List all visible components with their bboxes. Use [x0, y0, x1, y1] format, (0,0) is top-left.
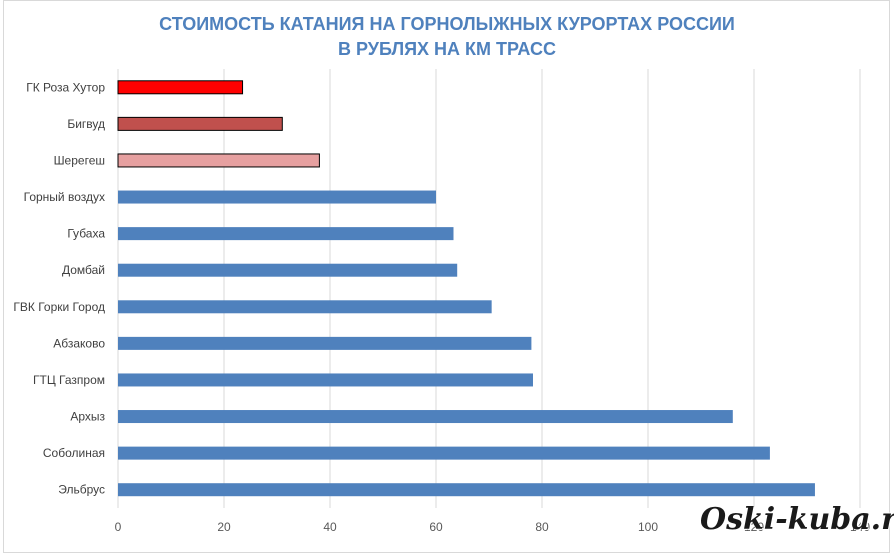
bar-9 — [118, 410, 733, 424]
bar-5 — [118, 263, 458, 277]
watermark-logo: Oski-kuba.ru — [700, 502, 894, 537]
bar-1 — [117, 116, 283, 131]
bar-8 — [118, 373, 533, 387]
category-label-1: Бигвуд — [67, 117, 105, 131]
x-tick-label-6: 120 — [744, 520, 764, 534]
category-label-7: Абзаково — [53, 336, 105, 350]
x-tick-label-2: 40 — [323, 520, 337, 534]
x-tick-label-0: 0 — [115, 520, 122, 534]
chart-title-line-1: СТОИМОСТЬ КАТАНИЯ НА ГОРНОЛЫЖНЫХ КУРОРТА… — [159, 14, 735, 34]
category-label-3: Горный воздух — [24, 190, 105, 204]
bar-3 — [118, 190, 436, 204]
category-label-11: Эльбрус — [58, 483, 105, 497]
category-label-9: Архыз — [70, 410, 105, 424]
x-tick-label-1: 20 — [217, 520, 231, 534]
bar-2 — [117, 153, 320, 168]
bar-0 — [117, 80, 244, 95]
category-label-6: ГВК Горки Город — [13, 300, 105, 314]
category-label-2: Шерегеш — [54, 153, 105, 167]
bar-11 — [118, 483, 815, 497]
x-tick-label-3: 60 — [429, 520, 443, 534]
bar-10 — [118, 446, 770, 460]
bar-7 — [118, 336, 532, 350]
category-label-4: Губаха — [67, 227, 105, 241]
x-tick-label-4: 80 — [535, 520, 549, 534]
chart-title-line-2: В РУБЛЯХ НА КМ ТРАСС — [338, 39, 556, 59]
bar-4 — [118, 227, 454, 241]
category-label-10: Соболиная — [43, 446, 105, 460]
x-tick-label-7: 140 — [850, 520, 870, 534]
x-tick-label-5: 100 — [638, 520, 658, 534]
category-label-0: ГК Роза Хутор — [26, 80, 105, 94]
category-label-5: Домбай — [62, 263, 105, 277]
bar-6 — [118, 300, 492, 314]
category-label-8: ГТЦ Газпром — [33, 373, 105, 387]
chart-title: СТОИМОСТЬ КАТАНИЯ НА ГОРНОЛЫЖНЫХ КУРОРТА… — [0, 12, 894, 62]
